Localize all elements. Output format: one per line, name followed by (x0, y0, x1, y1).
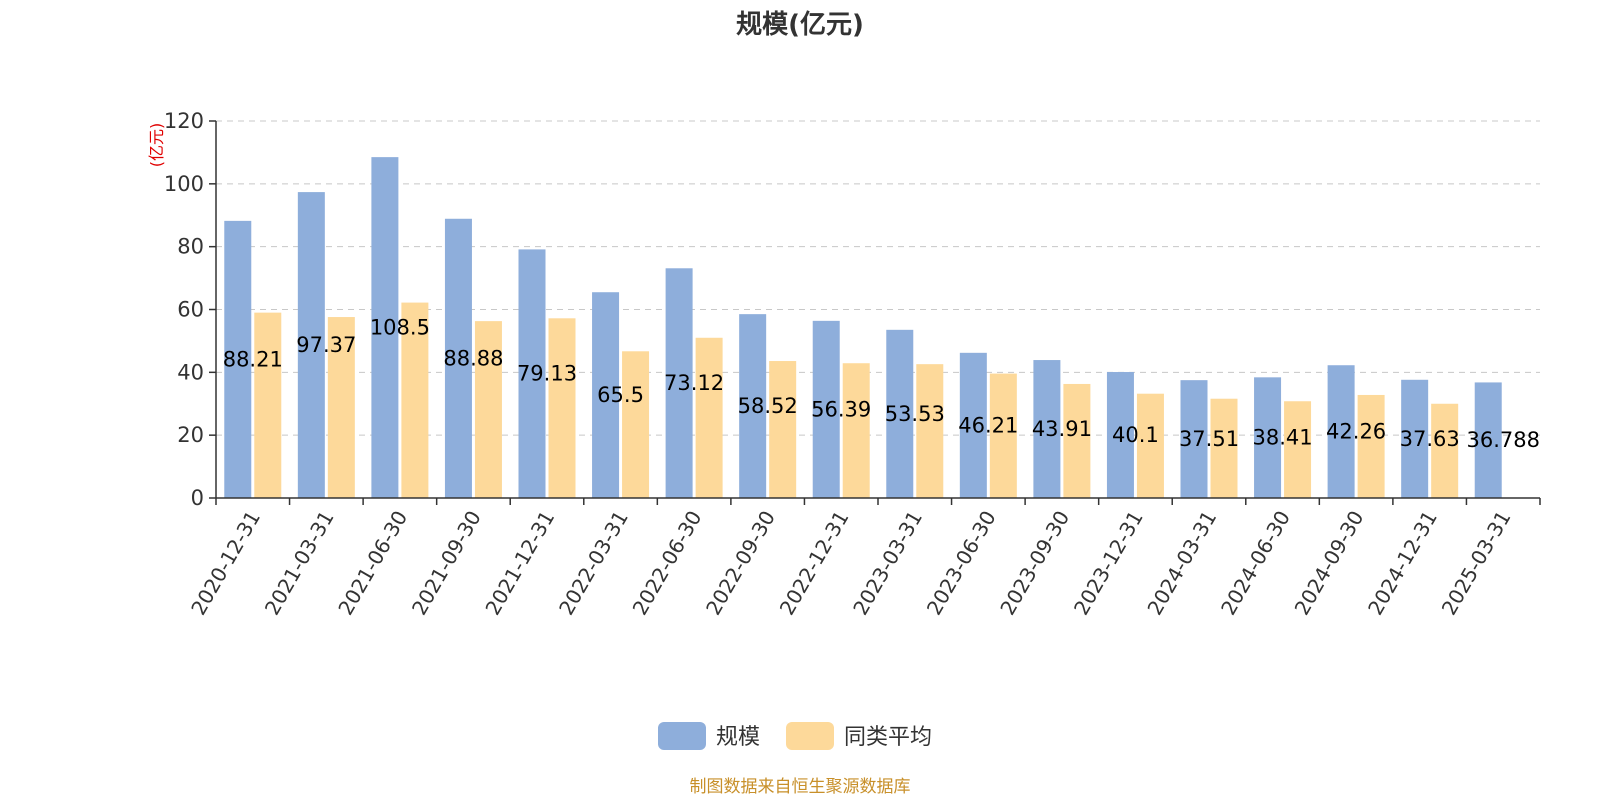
bar-scale[interactable] (1254, 377, 1282, 498)
grid-lines (216, 120, 1540, 436)
bar-scale[interactable] (592, 292, 620, 498)
legend-label: 同类平均 (844, 725, 932, 750)
bar-value-label: 40.1 (1112, 423, 1159, 447)
bar-scale[interactable] (297, 192, 325, 498)
y-tick-label: 0 (191, 486, 204, 510)
bar-value-label: 88.21 (223, 347, 283, 371)
y-tick-label: 120 (164, 109, 204, 133)
bar-scale[interactable] (444, 218, 472, 498)
bar-peer-average[interactable] (916, 364, 944, 498)
x-tick-label: 2025-03-31 (1437, 507, 1516, 620)
bar-peer-average[interactable] (474, 321, 502, 498)
bar-value-label: 53.53 (885, 402, 945, 426)
x-tick-label: 2021-12-31 (480, 507, 559, 620)
data-labels: 88.21 97.37 108.5 88.88 79.13 65.5 73.12 58.52 5… (223, 316, 1540, 453)
bar-value-label: 58.52 (738, 394, 798, 418)
bar-scale[interactable] (1474, 382, 1502, 498)
bar-value-label: 108.5 (370, 316, 430, 340)
bar-peer-average[interactable] (1063, 383, 1091, 498)
bar-value-label: 97.37 (296, 333, 356, 357)
y-tick-label: 100 (164, 172, 204, 196)
bar-scale[interactable] (518, 249, 546, 498)
bar-value-label: 46.21 (958, 413, 1018, 437)
bar-peer-average[interactable] (769, 361, 797, 498)
bar-value-label: 38.41 (1252, 426, 1312, 450)
x-tick-label: 2022-03-31 (554, 507, 633, 620)
x-tick-label: 2021-06-30 (333, 507, 412, 620)
y-tick-label: 40 (177, 360, 204, 384)
bar-value-label: 73.12 (664, 371, 724, 395)
bar-value-label: 36.788 (1466, 428, 1539, 452)
bar-value-label: 42.26 (1326, 420, 1386, 444)
bar-scale[interactable] (1106, 372, 1134, 498)
x-tick-label: 2022-09-30 (701, 507, 780, 620)
bar-scale[interactable] (1180, 380, 1208, 498)
bar-peer-average[interactable] (1284, 401, 1312, 498)
bar-value-label: 37.51 (1179, 427, 1239, 451)
chart-title: 规模(亿元) (736, 10, 864, 40)
x-tick-label: 2024-12-31 (1363, 507, 1442, 620)
x-tick-label: 2021-09-30 (407, 507, 486, 620)
bar-value-label: 79.13 (517, 362, 577, 386)
bar-scale[interactable] (1327, 365, 1355, 498)
bar-peer-average[interactable] (842, 363, 870, 498)
bar-scale[interactable] (371, 157, 399, 499)
legend-label: 规模 (716, 725, 760, 750)
data-source-note: 制图数据来自恒生聚源数据库 (690, 777, 911, 797)
bar-scale[interactable] (665, 268, 693, 498)
bar-scale[interactable] (812, 320, 840, 498)
legend[interactable]: 规模 同类平均 (658, 722, 932, 750)
legend-item-peer-average[interactable]: 同类平均 (786, 722, 932, 750)
legend-item-scale[interactable]: 规模 (658, 722, 760, 750)
bar-value-label: 65.5 (597, 383, 644, 407)
bar-scale[interactable] (739, 314, 767, 498)
bars (224, 157, 1502, 499)
x-tick-label: 2024-06-30 (1216, 507, 1295, 620)
bar-peer-average[interactable] (695, 337, 723, 498)
bar-value-label: 56.39 (811, 397, 871, 421)
bar-value-label: 37.63 (1400, 427, 1460, 451)
bar-scale[interactable] (959, 352, 987, 498)
y-tick-label: 60 (177, 298, 204, 322)
x-tick-label: 2023-03-31 (848, 507, 927, 620)
y-tick-label: 20 (177, 423, 204, 447)
x-tick-label: 2024-09-30 (1290, 507, 1369, 620)
y-axis-unit-label: (亿元) (147, 123, 166, 168)
x-tick-label: 2022-12-31 (775, 507, 854, 620)
legend-swatch (786, 722, 834, 750)
bar-scale[interactable] (224, 220, 252, 498)
x-tick-label: 2023-09-30 (995, 507, 1074, 620)
bar-peer-average[interactable] (401, 302, 429, 498)
legend-swatch (658, 722, 706, 750)
bar-scale[interactable] (1401, 379, 1429, 498)
bar-peer-average[interactable] (1357, 394, 1385, 498)
y-tick-label: 80 (177, 235, 204, 259)
y-axis: 0 20 40 60 80 100 120 (164, 109, 217, 510)
x-tick-label: 2024-03-31 (1142, 507, 1221, 620)
bar-peer-average[interactable] (622, 351, 650, 498)
x-tick-label: 2022-06-30 (628, 507, 707, 620)
bar-peer-average[interactable] (254, 312, 282, 498)
bar-peer-average[interactable] (548, 318, 576, 498)
bar-scale[interactable] (886, 329, 914, 498)
x-tick-label: 2023-06-30 (922, 507, 1001, 620)
bar-peer-average[interactable] (327, 317, 355, 498)
x-tick-label: 2023-12-31 (1069, 507, 1148, 620)
bar-peer-average[interactable] (1210, 398, 1238, 498)
bar-peer-average[interactable] (1136, 393, 1164, 498)
bar-peer-average[interactable] (989, 373, 1017, 498)
bar-peer-average[interactable] (1431, 403, 1459, 498)
bar-value-label: 43.91 (1032, 417, 1092, 441)
x-axis: 2020-12-312021-03-312021-06-302021-09-30… (186, 497, 1541, 620)
x-tick-label: 2021-03-31 (260, 507, 339, 620)
bar-value-label: 88.88 (443, 346, 503, 370)
bar-scale[interactable] (1033, 360, 1061, 498)
x-tick-label: 2020-12-31 (186, 507, 265, 620)
